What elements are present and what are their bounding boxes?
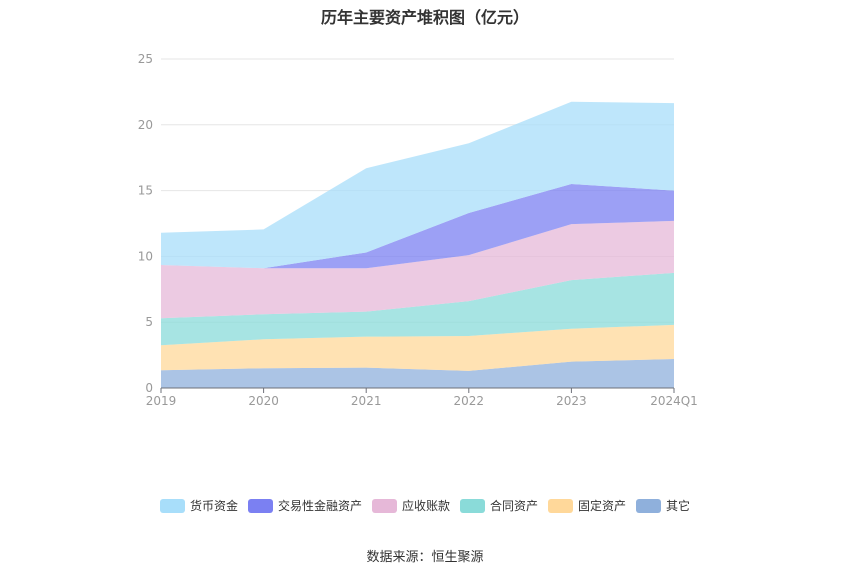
legend-item[interactable]: 应收账款 — [371, 497, 450, 514]
legend-swatch — [460, 498, 485, 513]
chart-title: 历年主要资产堆积图（亿元） — [320, 8, 529, 27]
y-tick-label: 10 — [138, 249, 153, 263]
area-series-应收账款 — [161, 220, 674, 319]
legend-item[interactable]: 货币资金 — [159, 497, 238, 514]
axes: 0 5 10 15 20 25 2019 2020 2021 2022 2023 2024Q1 — [138, 52, 698, 408]
area-series-其它 — [161, 359, 674, 388]
legend-swatch — [159, 498, 185, 513]
legend-label: 货币资金 — [189, 499, 238, 513]
area-series — [161, 101, 674, 388]
area-series-货币资金 — [161, 101, 674, 269]
x-tick-label: 2021 — [351, 394, 382, 408]
legend: 货币资金 交易性金融资产 应收账款 合同资产 固定资产 其它 — [0, 497, 850, 514]
x-tick-label: 2019 — [146, 394, 177, 408]
x-tick-label: 2023 — [556, 394, 587, 408]
area-series-交易性金融资产 — [161, 184, 674, 269]
legend-item[interactable]: 固定资产 — [548, 497, 626, 514]
y-tick-label: 15 — [138, 184, 153, 198]
legend-item[interactable]: 合同资产 — [460, 497, 538, 514]
legend-label: 合同资产 — [490, 499, 539, 513]
area-series-固定资产 — [161, 324, 674, 371]
legend-label: 其它 — [666, 499, 691, 513]
y-tick-label: 20 — [138, 118, 153, 132]
y-tick-label: 0 — [145, 381, 153, 395]
x-tick-label: 2022 — [454, 394, 485, 408]
legend-swatch — [247, 498, 273, 513]
legend-label: 应收账款 — [401, 499, 450, 513]
y-tick-label: 25 — [138, 52, 153, 66]
area-series-合同资产 — [161, 272, 674, 346]
y-tick-label: 5 — [145, 315, 153, 329]
legend-item[interactable]: 其它 — [636, 497, 690, 514]
legend-swatch — [548, 498, 574, 513]
legend-label: 交易性金融资产 — [277, 499, 362, 513]
legend-item[interactable]: 交易性金融资产 — [247, 497, 362, 514]
legend-label: 固定资产 — [578, 499, 627, 513]
legend-swatch — [636, 498, 662, 513]
legend-swatch — [371, 498, 397, 513]
x-tick-label: 2024Q1 — [650, 394, 698, 408]
data-source: 数据来源：恒生聚源 — [366, 550, 484, 565]
x-tick-label: 2020 — [248, 394, 279, 408]
